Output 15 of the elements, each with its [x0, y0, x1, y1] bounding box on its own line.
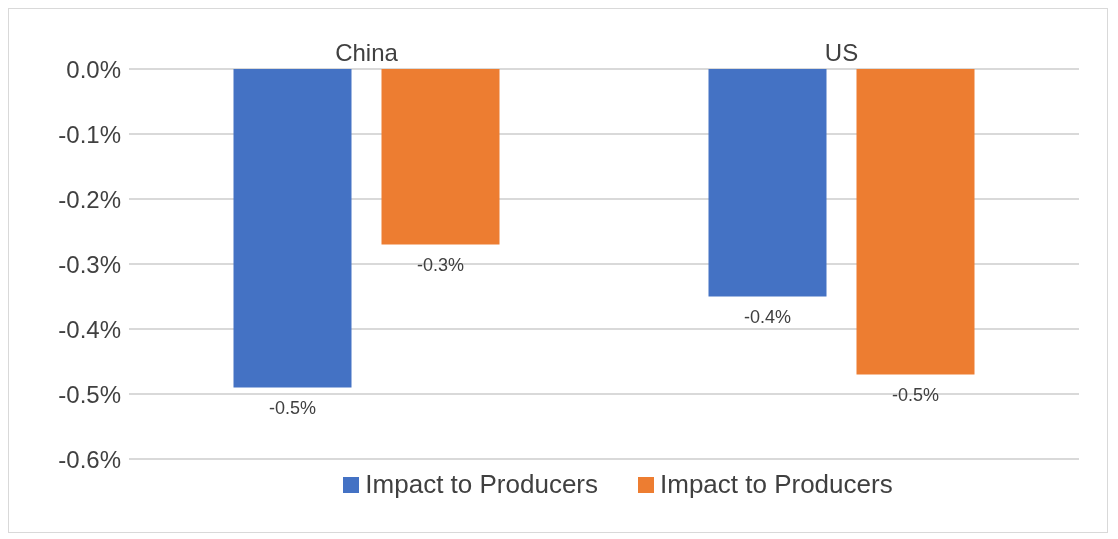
legend-label: Impact to Producers [365, 469, 598, 500]
y-tick-label: -0.4% [58, 315, 121, 343]
y-tick-label: -0.6% [58, 445, 121, 473]
data-label: -0.5% [268, 397, 317, 418]
y-tick-label: -0.3% [58, 250, 121, 278]
legend-label: Impact to Producers [660, 469, 893, 500]
y-tick-label: -0.5% [58, 380, 121, 408]
x-tick-label: US [824, 39, 859, 66]
y-tick-label: -0.2% [58, 185, 121, 213]
y-tick-label: 0.0% [66, 55, 121, 83]
x-tick-label: China [335, 39, 399, 66]
data-label: -0.4% [743, 306, 792, 327]
data-label: -0.5% [891, 384, 940, 405]
y-tick-label: -0.1% [58, 120, 121, 148]
data-label: -0.3% [416, 254, 465, 275]
